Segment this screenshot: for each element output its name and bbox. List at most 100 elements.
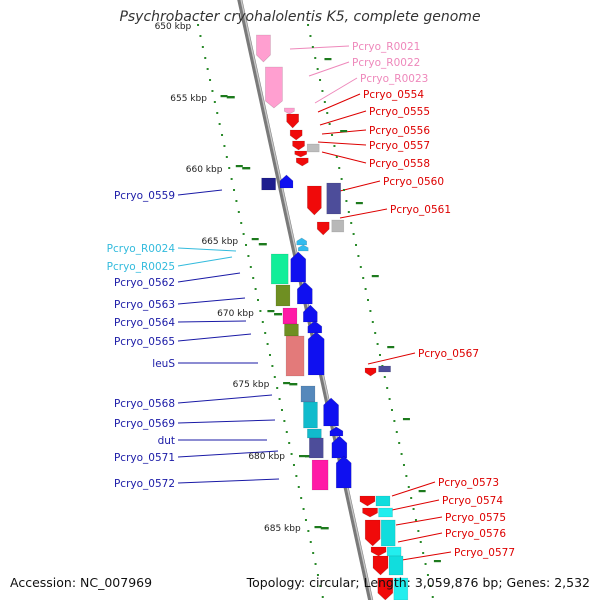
left-track-dot [254, 288, 257, 290]
gene-label[interactable]: Pcryo_0565 [114, 336, 175, 348]
gene-leader-line [177, 450, 279, 458]
right-track-dot [311, 46, 314, 48]
gene-leader-line [321, 151, 367, 164]
left-track-dot [197, 24, 200, 26]
forward-gene-shape [285, 335, 305, 377]
gene-label[interactable]: Pcryo_0558 [369, 158, 430, 170]
gene-label[interactable]: Pcryo_0574 [442, 495, 503, 507]
right-track-dot [376, 343, 379, 345]
gene-leader-line [177, 320, 247, 323]
right-track-dot [331, 134, 334, 136]
gene-label[interactable]: Pcryo_R0023 [360, 73, 428, 85]
reverse-gene-shape [364, 367, 377, 377]
forward-gene-shape [275, 284, 291, 307]
accession-text: Accession: NC_007969 [10, 575, 153, 590]
gene-leader-line [177, 333, 252, 342]
gene-leader-line [391, 481, 436, 497]
gene-label[interactable]: dut [158, 435, 175, 447]
reverse-gene-shape [386, 546, 402, 557]
scale-tick [305, 455, 314, 458]
forward-gene-shape [290, 251, 307, 283]
right-track-dot [352, 233, 355, 235]
reverse-gene-shape [370, 546, 387, 557]
left-track-dot [237, 211, 240, 213]
right-track-dot [393, 420, 396, 422]
gene-label[interactable]: Pcryo_0557 [369, 140, 430, 152]
gene-label[interactable]: Pcryo_R0022 [352, 57, 420, 69]
left-track-dot [280, 409, 283, 411]
scale-tick [387, 346, 395, 349]
right-track-dot [307, 24, 310, 26]
gene-label[interactable]: Pcryo_0567 [418, 348, 479, 360]
gene-label[interactable]: Pcryo_0569 [114, 418, 175, 430]
gene-label[interactable]: Pcryo_0564 [114, 317, 175, 329]
reverse-gene-shape [362, 507, 378, 518]
right-track-dot [309, 35, 312, 37]
gene-label[interactable]: Pcryo_R0021 [352, 41, 420, 53]
gene-label[interactable]: leuS [152, 358, 175, 370]
gene-leader-line [177, 478, 280, 484]
kbp-label: 665 kbp [201, 237, 238, 247]
gene-label[interactable]: Pcryo_R0025 [107, 261, 175, 273]
gene-label[interactable]: Pcryo_0572 [114, 478, 175, 490]
right-track-dot [316, 68, 319, 70]
gene-label[interactable]: Pcryo_0555 [369, 106, 430, 118]
gene-leader-line [317, 141, 367, 146]
right-track-dot [410, 497, 413, 499]
gene-label[interactable]: Pcryo_0556 [369, 125, 430, 137]
left-track-dot [290, 453, 293, 455]
gene-leader-line [177, 272, 241, 283]
left-track-dot [209, 79, 212, 81]
reverse-gene-shape [316, 221, 330, 236]
right-track-dot [407, 486, 410, 488]
gene-label[interactable]: Pcryo_0575 [445, 512, 506, 524]
left-track-dot [230, 178, 233, 180]
forward-gene-shape [378, 365, 391, 373]
left-track-dot [252, 277, 255, 279]
map-title: Psychrobacter cryohalolentis K5, complet… [119, 9, 481, 25]
gene-label[interactable]: Pcryo_0559 [114, 190, 175, 202]
gene-label[interactable]: Pcryo_0562 [114, 277, 175, 289]
right-track-dot [362, 277, 365, 279]
left-track-dot [213, 101, 216, 103]
right-track-dot [314, 57, 317, 59]
pseudogene-shape [331, 219, 345, 233]
right-track-dot [422, 552, 425, 554]
rna-gene-shape [296, 237, 308, 246]
reverse-gene-shape [380, 519, 396, 547]
forward-gene-shape [282, 307, 298, 325]
scale-tick [283, 382, 291, 385]
gene-label[interactable]: Pcryo_0561 [390, 204, 451, 216]
left-track-dot [283, 420, 286, 422]
gene-label[interactable]: Pcryo_0576 [445, 528, 506, 540]
left-track-dot [240, 222, 243, 224]
forward-gene-shape [335, 455, 352, 489]
forward-gene-shape [331, 435, 348, 459]
genome-summary: Topology: circular; Length: 3,059,876 bp… [246, 575, 590, 590]
left-track-dot [245, 244, 248, 246]
reverse-gene-shape [286, 113, 299, 129]
right-track-dot [378, 354, 381, 356]
gene-label[interactable]: Pcryo_0573 [438, 477, 499, 489]
left-track-dot [218, 123, 221, 125]
reverse-gene-shape [375, 495, 391, 507]
right-track-dot [395, 431, 398, 433]
scale-tick [274, 313, 283, 316]
kbp-label: 655 kbp [170, 94, 207, 104]
reverse-gene-shape [289, 129, 303, 141]
forward-gene-shape [261, 177, 276, 191]
gene-label[interactable]: Pcryo_0563 [114, 299, 175, 311]
gene-label[interactable]: Pcryo_R0024 [107, 243, 176, 255]
gene-label[interactable]: Pcryo_0577 [454, 547, 515, 559]
gene-label[interactable]: Pcryo_0571 [114, 452, 175, 464]
reverse-gene-shape [372, 555, 389, 576]
gene-label[interactable]: Pcryo_0568 [114, 398, 175, 410]
left-track-dot [297, 486, 300, 488]
gene-label[interactable]: Pcryo_0554 [363, 89, 424, 101]
left-track-dot [304, 519, 307, 521]
gene-label[interactable]: Pcryo_0560 [383, 176, 444, 188]
reverse-gene-shape [326, 182, 342, 215]
gene-leader-line [177, 256, 233, 267]
scale-tick [226, 96, 235, 99]
